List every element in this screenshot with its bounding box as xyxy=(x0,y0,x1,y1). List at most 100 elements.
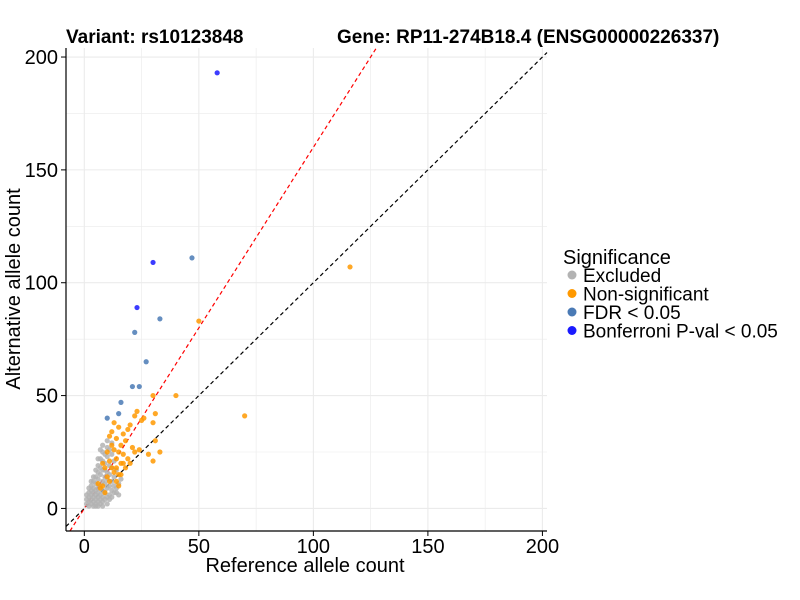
legend-title: Significance xyxy=(563,247,671,269)
legend-item-excluded: Excluded xyxy=(567,266,661,287)
series-nonsig xyxy=(95,264,353,496)
y-tick-label: 100 xyxy=(25,273,58,295)
chart-title-variant: Variant: rs10123848 xyxy=(66,27,243,48)
data-point-excluded xyxy=(118,476,124,482)
data-point-excluded xyxy=(116,492,122,498)
data-point-excluded xyxy=(104,438,110,444)
data-point-nonsig xyxy=(129,444,136,451)
data-point-excluded xyxy=(95,503,101,509)
data-point-excluded xyxy=(90,474,97,480)
data-point-nonsig xyxy=(106,458,113,464)
x-tick-label: 0 xyxy=(79,536,90,558)
data-point-fdr xyxy=(116,411,122,417)
legend-swatch-excluded xyxy=(567,270,577,280)
data-point-nonsig xyxy=(120,431,126,437)
data-point-nonsig xyxy=(116,483,122,489)
x-axis-label: Reference allele count xyxy=(205,555,404,577)
reference-lines xyxy=(65,47,548,532)
fit-reference-line xyxy=(69,47,377,532)
data-point-nonsig xyxy=(127,460,133,466)
data-point-excluded xyxy=(100,442,106,448)
data-point-nonsig xyxy=(113,435,119,442)
data-points xyxy=(84,70,353,509)
data-point-nonsig xyxy=(109,442,115,448)
data-point-excluded xyxy=(84,492,90,498)
data-point-excluded xyxy=(109,451,115,457)
data-point-nonsig xyxy=(102,490,108,496)
data-point-nonsig xyxy=(100,460,106,466)
data-point-nonsig xyxy=(113,478,119,484)
x-tick-label: 200 xyxy=(526,536,559,558)
data-point-fdr xyxy=(104,415,110,421)
data-point-nonsig xyxy=(102,465,108,471)
data-point-nonsig xyxy=(116,424,122,430)
data-point-nonsig xyxy=(122,465,129,471)
data-point-excluded xyxy=(100,503,106,509)
y-tick-label: 150 xyxy=(25,160,58,182)
data-point-nonsig xyxy=(173,392,179,399)
legend-item-fdr: FDR < 0.05 xyxy=(567,303,681,324)
data-point-fdr xyxy=(136,383,142,390)
data-point-fdr xyxy=(143,359,149,365)
series-bonf xyxy=(134,70,220,311)
y-tick-label: 200 xyxy=(25,47,58,69)
data-point-nonsig xyxy=(157,449,163,455)
data-point-nonsig xyxy=(118,471,124,478)
data-point-nonsig xyxy=(127,422,133,428)
data-point-excluded xyxy=(93,467,99,473)
x-tick-label: 100 xyxy=(297,536,330,558)
data-point-nonsig xyxy=(122,438,129,444)
series-fdr xyxy=(104,255,195,421)
data-point-nonsig xyxy=(242,413,248,419)
data-point-nonsig xyxy=(106,433,113,439)
data-point-excluded xyxy=(104,453,110,460)
y-axis-label: Alternative allele count xyxy=(3,188,25,390)
data-point-nonsig xyxy=(118,442,124,448)
data-point-excluded xyxy=(95,476,101,482)
data-point-nonsig xyxy=(97,485,103,491)
data-point-nonsig xyxy=(136,447,142,453)
legend-item-bonf: Bonferroni P-val < 0.05 xyxy=(567,322,778,343)
legend-label-excluded: Excluded xyxy=(583,266,661,287)
data-point-nonsig xyxy=(125,456,131,462)
x-tick-label: 50 xyxy=(188,536,210,558)
data-point-nonsig xyxy=(141,415,147,421)
data-point-nonsig xyxy=(120,460,126,466)
data-point-fdr xyxy=(189,255,195,261)
data-point-fdr xyxy=(129,383,136,390)
data-point-excluded xyxy=(109,494,115,500)
legend-swatch-bonf xyxy=(567,326,577,335)
data-point-nonsig xyxy=(132,413,138,419)
data-point-bonf xyxy=(214,70,220,76)
legend: Significance ExcludedNon-significantFDR … xyxy=(563,247,778,343)
legend-item-nonsig: Non-significant xyxy=(567,285,709,306)
data-point-nonsig xyxy=(150,392,156,399)
data-point-nonsig xyxy=(104,474,110,480)
data-point-nonsig xyxy=(145,451,152,457)
data-point-nonsig xyxy=(152,438,158,444)
chart-title-gene: Gene: RP11-274B18.4 (ENSG00000226337) xyxy=(337,27,719,48)
data-point-excluded xyxy=(88,478,94,484)
data-point-excluded xyxy=(97,471,103,478)
y-tick-label: 0 xyxy=(47,498,58,520)
legend-swatch-nonsig xyxy=(567,289,577,298)
legend-label-nonsig: Non-significant xyxy=(583,285,709,306)
data-point-excluded xyxy=(111,474,117,480)
data-point-nonsig xyxy=(106,478,113,484)
data-point-nonsig xyxy=(134,408,140,414)
data-point-nonsig xyxy=(152,411,158,417)
grid-lines xyxy=(66,48,547,531)
axis-ticks: 0 50 100 150 200 0 50 100 150 200 xyxy=(25,47,559,558)
data-point-excluded xyxy=(106,483,113,489)
data-point-nonsig xyxy=(196,318,202,324)
data-point-excluded xyxy=(104,501,110,507)
data-point-excluded xyxy=(86,485,92,491)
legend-label-bonf: Bonferroni P-val < 0.05 xyxy=(583,322,778,343)
y-tick-label: 50 xyxy=(36,386,58,408)
x-tick-label: 150 xyxy=(411,536,444,558)
data-point-nonsig xyxy=(120,451,126,457)
legend-swatch-fdr xyxy=(567,307,577,317)
data-point-bonf xyxy=(134,304,140,311)
data-point-nonsig xyxy=(125,426,131,433)
data-point-fdr xyxy=(157,316,163,322)
